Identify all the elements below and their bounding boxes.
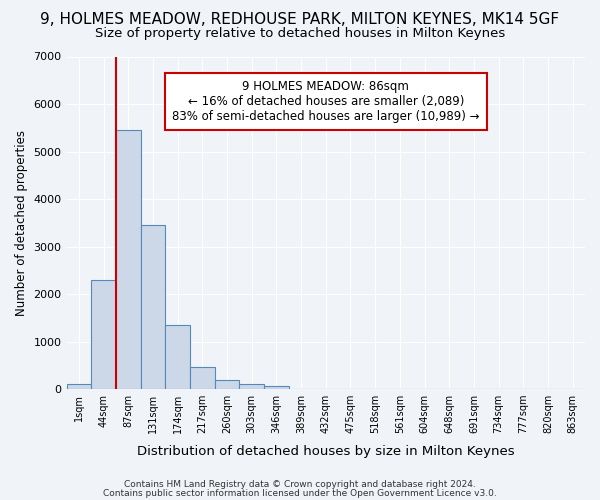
Text: 9, HOLMES MEADOW, REDHOUSE PARK, MILTON KEYNES, MK14 5GF: 9, HOLMES MEADOW, REDHOUSE PARK, MILTON … — [40, 12, 560, 28]
Bar — [140, 225, 165, 389]
Text: Contains public sector information licensed under the Open Government Licence v3: Contains public sector information licen… — [103, 488, 497, 498]
Bar — [190, 367, 215, 389]
Bar — [215, 380, 239, 389]
Bar — [116, 130, 140, 389]
Bar — [165, 325, 190, 389]
Text: Contains HM Land Registry data © Crown copyright and database right 2024.: Contains HM Land Registry data © Crown c… — [124, 480, 476, 489]
Bar — [264, 386, 289, 389]
Bar — [67, 384, 91, 389]
Text: Size of property relative to detached houses in Milton Keynes: Size of property relative to detached ho… — [95, 28, 505, 40]
X-axis label: Distribution of detached houses by size in Milton Keynes: Distribution of detached houses by size … — [137, 444, 515, 458]
Text: 9 HOLMES MEADOW: 86sqm
← 16% of detached houses are smaller (2,089)
83% of semi-: 9 HOLMES MEADOW: 86sqm ← 16% of detached… — [172, 80, 479, 123]
Bar — [91, 280, 116, 389]
Y-axis label: Number of detached properties: Number of detached properties — [15, 130, 28, 316]
Bar — [239, 384, 264, 389]
